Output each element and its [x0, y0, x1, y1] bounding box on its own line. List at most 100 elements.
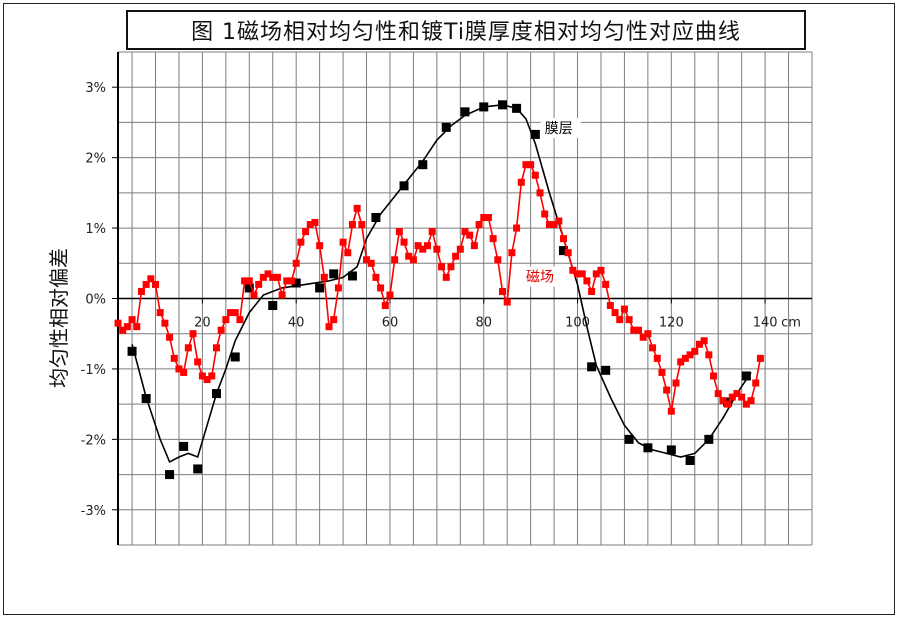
- data-point: [381, 302, 389, 310]
- data-point: [363, 256, 371, 264]
- data-point: [165, 470, 175, 480]
- data-point: [536, 189, 544, 197]
- data-point: [358, 221, 366, 229]
- data-point: [166, 333, 174, 341]
- series-label-bg: [540, 117, 581, 138]
- data-point: [142, 280, 150, 288]
- data-point: [179, 441, 189, 451]
- data-point: [733, 390, 741, 398]
- data-point: [423, 242, 431, 250]
- plot-grid: [118, 51, 813, 546]
- data-point: [747, 397, 755, 405]
- data-point: [447, 263, 455, 271]
- chart-title-box: 图 1磁场相对均匀性和镀Ti膜厚度相对均匀性对应曲线: [126, 10, 806, 50]
- series-field: 磁场: [114, 161, 764, 415]
- data-point: [211, 389, 221, 399]
- data-point: [245, 277, 253, 285]
- data-point: [517, 178, 525, 186]
- data-point: [686, 351, 694, 359]
- data-point: [302, 228, 310, 236]
- data-point: [255, 280, 263, 288]
- data-point: [152, 280, 160, 288]
- data-point: [508, 249, 516, 257]
- data-point: [227, 309, 235, 317]
- x-tick-label: 20: [194, 316, 211, 331]
- data-point: [677, 358, 685, 366]
- data-point: [395, 228, 403, 236]
- data-point: [325, 323, 333, 331]
- data-point: [724, 400, 732, 408]
- data-point: [658, 368, 666, 376]
- data-point: [428, 228, 436, 236]
- data-point: [663, 386, 671, 394]
- data-point: [344, 249, 352, 257]
- series-fit-line: [131, 103, 752, 464]
- data-point: [315, 283, 325, 293]
- data-point: [433, 245, 441, 253]
- data-point: [180, 368, 188, 376]
- data-point: [475, 221, 483, 229]
- data-point: [353, 204, 361, 212]
- data-point: [414, 242, 422, 250]
- data-point: [545, 221, 553, 229]
- y-axis-label: 均匀性相对偏差: [47, 248, 71, 388]
- series-label: 膜层: [545, 121, 573, 137]
- data-point: [639, 333, 647, 341]
- data-point: [479, 102, 489, 112]
- data-point: [574, 270, 582, 278]
- data-point: [137, 287, 145, 295]
- data-point: [273, 273, 281, 281]
- data-point: [193, 464, 203, 474]
- data-point: [601, 365, 611, 375]
- data-point: [127, 346, 137, 356]
- data-point: [480, 214, 488, 222]
- data-point: [156, 309, 164, 317]
- data-point: [452, 252, 460, 260]
- data-point: [194, 358, 202, 366]
- data-point: [297, 238, 305, 246]
- data-point: [250, 291, 258, 299]
- x-tick-label: 120: [659, 316, 684, 331]
- data-point: [399, 181, 409, 191]
- data-point: [611, 309, 619, 317]
- data-point: [456, 245, 464, 253]
- data-point: [114, 319, 122, 327]
- data-point: [559, 235, 567, 243]
- data-point: [461, 228, 469, 236]
- data-point: [742, 400, 750, 408]
- data-point: [161, 319, 169, 327]
- data-point: [704, 434, 714, 444]
- data-point: [231, 309, 239, 317]
- y-tick-label: 3%: [85, 81, 106, 96]
- y-tick-label: 0%: [85, 293, 106, 308]
- data-point: [569, 266, 577, 274]
- data-point: [592, 270, 600, 278]
- data-point: [316, 242, 324, 250]
- axis-ticks: 3% 2% 1% 0% -1% -2% -3% 20 40 60 80 100 120 140 cm: [81, 81, 801, 519]
- data-point: [513, 224, 521, 232]
- data-point: [643, 443, 653, 453]
- y-tick-label: 2%: [85, 152, 106, 167]
- data-point: [644, 330, 652, 338]
- data-point: [719, 397, 727, 405]
- data-point: [409, 256, 417, 264]
- data-point: [268, 301, 278, 311]
- data-point: [710, 372, 718, 380]
- data-point: [597, 266, 605, 274]
- data-point: [203, 375, 211, 383]
- data-point: [714, 390, 722, 398]
- data-point: [259, 273, 267, 281]
- data-point: [503, 298, 511, 306]
- data-point: [334, 284, 342, 292]
- data-point: [672, 379, 680, 387]
- data-point: [230, 352, 240, 362]
- data-point: [330, 316, 338, 324]
- x-unit-label: cm: [781, 316, 801, 331]
- data-point: [564, 249, 572, 257]
- data-point: [624, 434, 634, 444]
- x-tick-label: 60: [382, 316, 399, 331]
- data-point: [752, 379, 760, 387]
- x-tick-label: 100: [565, 316, 590, 331]
